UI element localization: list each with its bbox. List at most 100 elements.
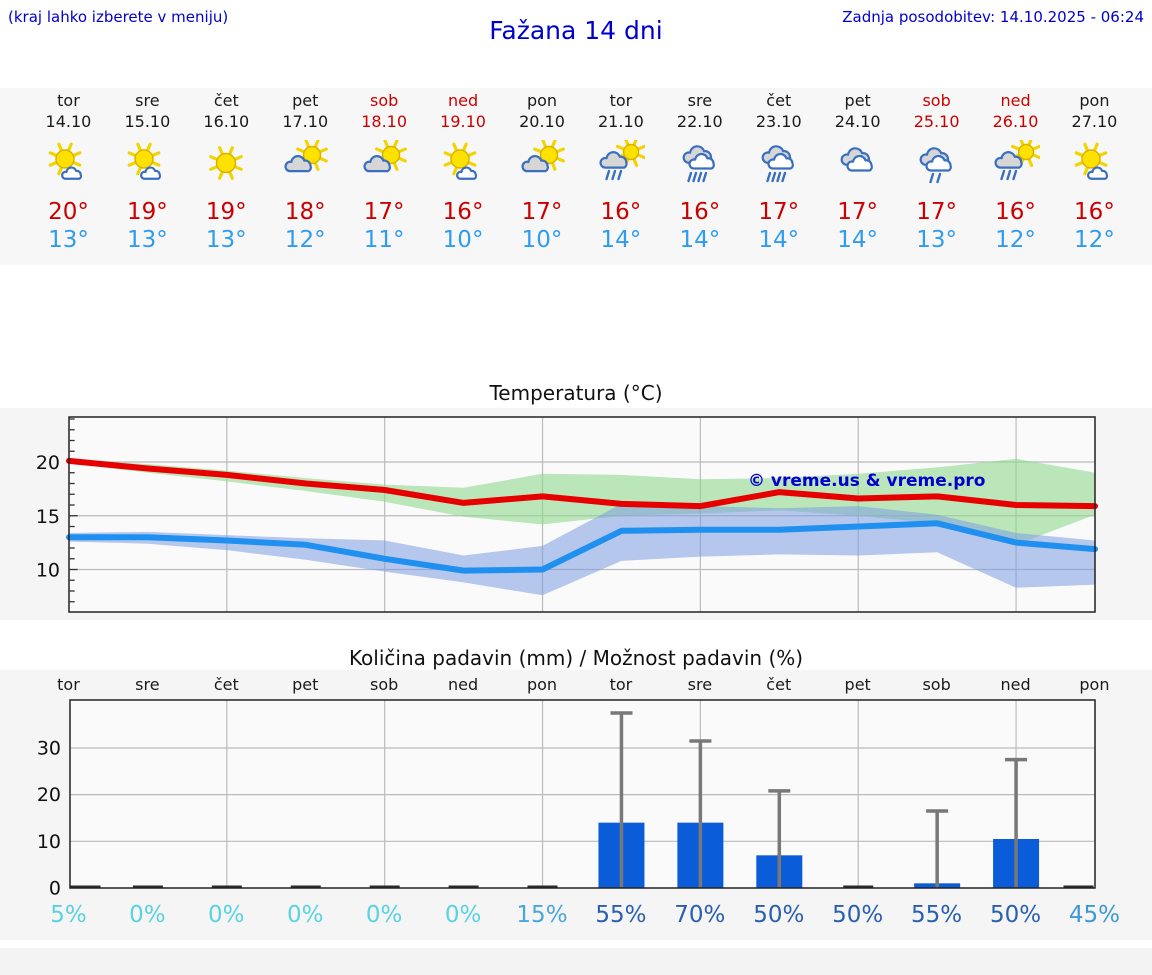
temperature-chart: 10 15 20 © vreme.us & vreme.pro: [36, 416, 1098, 613]
svg-text:0: 0: [49, 878, 61, 900]
svg-text:20: 20: [36, 452, 60, 474]
precip-zero-mark: [1063, 885, 1094, 888]
sun-cloud-icon: [279, 138, 331, 190]
precip-probability-value: 5%: [50, 902, 87, 928]
min-temperature-value: 12°: [284, 227, 326, 253]
day-name-label: tor: [609, 91, 633, 110]
precip-probability-value: 45%: [1068, 902, 1120, 928]
svg-text:10: 10: [37, 831, 61, 853]
max-temperature-value: 16°: [442, 199, 484, 225]
day-date-label: 22.10: [676, 112, 723, 131]
precip-day-label: čet: [213, 675, 239, 694]
min-temperature-value: 10°: [521, 227, 563, 253]
min-temperature-value: 13°: [126, 227, 168, 253]
forecast-columns: tor 14.10 20° 13° sre 15.10 19° 13° čet 16.10 19° 1…: [29, 88, 1134, 265]
cloud-light-rain-icon: [911, 138, 963, 190]
precip-day-label: ned: [448, 675, 479, 694]
svg-text:20: 20: [37, 784, 61, 806]
precip-day-label: pet: [292, 675, 319, 694]
page-title: Fažana 14 dni: [489, 16, 663, 45]
day-name-label: pon: [1079, 91, 1110, 110]
svg-text:30: 30: [37, 737, 61, 759]
precip-day-label: sre: [687, 675, 713, 694]
day-name-label: ned: [1000, 91, 1031, 110]
day-date-label: 14.10: [45, 112, 92, 131]
max-temperature-value: 17°: [916, 199, 957, 225]
day-name-label: pet: [844, 91, 871, 110]
forecast-day-column: sob 18.10 17° 11°: [345, 88, 424, 265]
precip-y-tick-labels: 0 10 20 30: [37, 737, 61, 899]
max-temperature-value: 17°: [837, 199, 879, 225]
precip-probability-value: 55%: [911, 902, 963, 928]
last-updated-label: Zadnja posodobitev: 14.10.2025 - 06:24: [842, 8, 1144, 26]
forecast-day-column: sre 15.10 19° 13°: [108, 88, 187, 265]
day-date-label: 18.10: [361, 112, 408, 131]
forecast-day-column: sob 25.10 17° 13°: [897, 88, 976, 265]
day-name-label: sob: [370, 91, 399, 110]
max-temperature-value: 17°: [758, 199, 800, 225]
max-temperature-value: 20°: [48, 199, 89, 225]
precip-probability-value: 70%: [674, 902, 726, 928]
precip-day-label: tor: [57, 675, 80, 694]
forecast-day-column: pet 24.10 17° 14°: [818, 88, 897, 265]
sun-cloud-icon: [516, 138, 568, 190]
day-date-label: 26.10: [992, 112, 1039, 131]
day-date-label: 17.10: [282, 112, 329, 131]
day-date-label: 16.10: [203, 112, 250, 131]
forecast-day-column: pon 20.10 17° 10°: [503, 88, 582, 265]
day-date-label: 24.10: [834, 112, 881, 131]
sun-cloud-icon: [358, 138, 410, 190]
footer-band: [0, 948, 1152, 975]
temp-line-min-temp: [66, 520, 1098, 574]
precipitation-chart-title: Količina padavin (mm) / Možnost padavin …: [348, 646, 804, 670]
day-date-label: 20.10: [519, 112, 565, 131]
day-date-label: 27.10: [1071, 112, 1118, 131]
day-date-label: 25.10: [913, 112, 960, 131]
precip-day-label: ned: [1000, 675, 1031, 694]
day-name-label: pet: [292, 91, 319, 110]
forecast-day-column: čet 23.10 17° 14°: [739, 88, 818, 265]
precip-zero-mark: [843, 885, 874, 888]
precip-zero-mark: [132, 885, 163, 888]
forecast-day-column: pon 27.10 16° 12°: [1055, 88, 1134, 265]
precip-probability-value: 0%: [208, 902, 245, 928]
precip-day-label: tor: [609, 675, 633, 694]
precip-probability-value: 0%: [129, 902, 166, 928]
min-temperature-value: 13°: [205, 227, 247, 253]
precip-day-label: sob: [922, 675, 951, 694]
sun-icon: [200, 138, 252, 190]
menu-hint: (kraj lahko izberete v meniju): [8, 8, 229, 26]
temp-line-max-temp: [66, 457, 1098, 510]
precipitation-probability-row: 5% 0% 0% 0% 0% 0% 15% 55% 70% 50% 50% 55% 50% 45%: [29, 900, 1134, 930]
precip-zero-mark: [448, 885, 479, 888]
forecast-strip: tor 14.10 20° 13° sre 15.10 19° 13° čet 16.10 19° 1…: [0, 88, 1152, 265]
max-temperature-value: 19°: [126, 199, 168, 225]
precip-day-label: pon: [1079, 675, 1110, 694]
clouds-icon: [832, 138, 884, 190]
precip-day-label: čet: [766, 675, 792, 694]
day-date-label: 15.10: [124, 112, 171, 131]
min-temperature-value: 14°: [600, 227, 642, 253]
day-name-label: čet: [213, 91, 239, 110]
precip-day-label: pet: [844, 675, 871, 694]
svg-text:10: 10: [36, 560, 60, 582]
forecast-day-column: čet 16.10 19° 13°: [187, 88, 266, 265]
cloud-rain-icon: [753, 138, 805, 190]
sun-small-cloud-icon: [1068, 138, 1120, 190]
sun-rain-icon: [595, 138, 647, 190]
min-temperature-value: 12°: [995, 227, 1036, 253]
precip-probability-value: 0%: [444, 902, 482, 928]
day-name-label: sre: [135, 91, 160, 110]
forecast-day-column: pet 17.10 18° 12°: [266, 88, 345, 265]
temperature-chart-title: Temperatura (°C): [489, 381, 663, 405]
precip-probability-value: 0%: [365, 902, 403, 928]
day-name-label: tor: [57, 91, 80, 110]
precip-probability-value: 15%: [516, 902, 568, 928]
day-name-label: pon: [526, 91, 558, 110]
max-temperature-value: 16°: [679, 199, 721, 225]
sun-small-cloud-icon: [121, 138, 173, 190]
sun-small-cloud-icon: [437, 138, 489, 190]
precip-probability-value: 50%: [753, 902, 805, 928]
day-date-label: 23.10: [755, 112, 802, 131]
